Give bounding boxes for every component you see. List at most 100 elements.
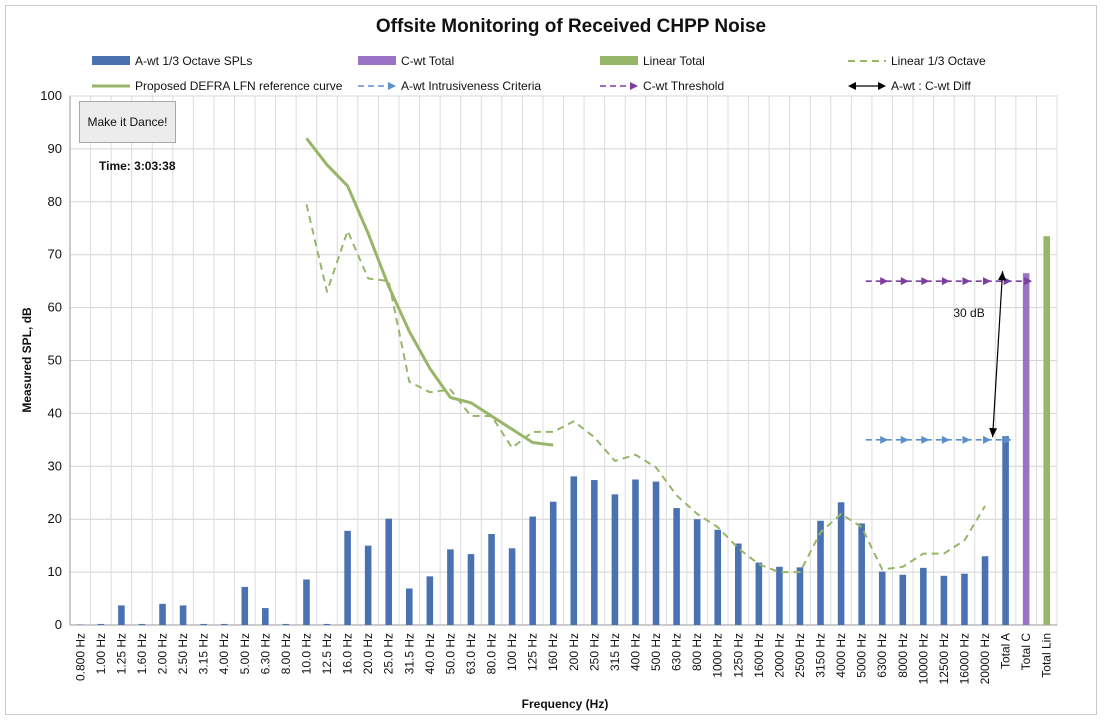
c-wt-threshold-marker	[900, 277, 909, 286]
y-tick-label: 60	[48, 300, 62, 315]
a-wt-1-3-octave-spls-bar	[961, 573, 968, 625]
legend-swatch	[92, 56, 130, 65]
x-tick-label: 1000 Hz	[711, 633, 725, 678]
legend-marker	[388, 82, 396, 90]
x-tick-label: 12500 Hz	[937, 633, 951, 684]
a-wt-1-3-octave-spls-bar	[241, 586, 249, 625]
x-tick-label: 4000 Hz	[834, 633, 848, 678]
a-wt-1-3-octave-spls-bar	[447, 549, 454, 625]
legend-label: Proposed DEFRA LFN reference curve	[135, 79, 343, 93]
a-wt-intrusiveness-criteria-marker	[1003, 435, 1012, 444]
a-wt-1-3-octave-spls-bar	[405, 588, 413, 625]
a-wt-1-3-octave-spls-bar	[467, 554, 475, 625]
linear-1-3-octave-line	[305, 204, 986, 574]
x-tick-label: 1250 Hz	[731, 633, 745, 678]
x-tick-label: 20.0 Hz	[361, 633, 375, 674]
x-tick-label: 8.00 Hz	[279, 633, 293, 674]
x-tick-label: 80.0 Hz	[485, 633, 499, 674]
annotation-label: 30 dB	[953, 306, 984, 320]
legend-marker	[878, 82, 886, 90]
a-wt-1-3-octave-spls-bar	[940, 575, 948, 625]
make-it-dance-button[interactable]: Make it Dance!	[79, 101, 176, 143]
a-wt-1-3-octave-spls-bar	[159, 603, 166, 625]
x-tick-label: Total C	[1019, 633, 1033, 671]
a-wt-1-3-octave-spls-bar	[385, 518, 393, 625]
legend-label: C-wt Threshold	[643, 79, 724, 93]
a-wt-1-3-octave-spls-bar	[97, 623, 105, 625]
c-wt-threshold-marker	[983, 277, 992, 286]
x-tick-label: 20000 Hz	[978, 633, 992, 684]
x-tick-label: 160 Hz	[546, 633, 560, 671]
legend-label: A-wt 1/3 Octave SPLs	[135, 54, 252, 68]
x-tick-label: 1.00 Hz	[94, 633, 108, 674]
legend-swatch	[600, 56, 638, 65]
x-tick-label: 40.0 Hz	[423, 633, 437, 674]
a-wt-1-3-octave-spls-bar	[426, 576, 434, 625]
a-wt-1-3-octave-spls-bar	[858, 523, 865, 625]
diff-arrow-line	[991, 271, 1004, 438]
x-tick-label: 6.30 Hz	[258, 633, 272, 674]
x-tick-label: 2000 Hz	[772, 633, 786, 678]
a-wt-1-3-octave-spls-bar	[981, 556, 989, 625]
a-wt-intrusiveness-criteria-marker	[921, 435, 930, 444]
x-tick-label: 25.0 Hz	[382, 633, 396, 674]
c-wt-threshold-marker	[1024, 277, 1033, 286]
a-wt-1-3-octave-spls-bar	[570, 476, 578, 625]
legend-item-a-wt-1-3-octave-spls: A-wt 1/3 Octave SPLs	[92, 54, 252, 68]
a-wt-1-3-octave-spls-bar	[776, 566, 783, 625]
a-wt-1-3-octave-spls-bar	[323, 623, 331, 625]
y-tick-label: 80	[48, 194, 62, 209]
a-wt-1-3-octave-spls-bar	[344, 530, 351, 625]
a-wt-1-3-octave-spls-bar	[138, 623, 146, 625]
a-wt-1-3-octave-spls-bar	[734, 543, 742, 625]
legend-label: Linear 1/3 Octave	[891, 54, 986, 68]
a-wt-1-3-octave-spls-bar	[755, 562, 763, 625]
x-tick-label: 2500 Hz	[793, 633, 807, 678]
legend-item-c-wt-threshold: C-wt Threshold	[600, 79, 724, 93]
x-tick-label: 0.800 Hz	[73, 633, 87, 681]
x-tick-label: 10.0 Hz	[299, 633, 313, 674]
x-tick-label: 400 Hz	[628, 633, 642, 671]
y-tick-label: 0	[55, 617, 62, 632]
plot-area: 30 dB	[76, 137, 1051, 625]
a-wt-1-3-octave-spls-bar	[508, 548, 516, 625]
x-tick-label: 1.25 Hz	[114, 633, 128, 674]
a-wt-1-3-octave-spls-bar	[714, 529, 722, 625]
y-axis: 0 10 20 30 40 50 60 70 80 90 100	[40, 88, 62, 632]
x-tick-label: 1600 Hz	[752, 633, 766, 678]
diff-arrow-head-bottom	[989, 427, 998, 438]
x-tick-label: 500 Hz	[649, 633, 663, 671]
x-tick-label: 6300 Hz	[875, 633, 889, 678]
x-axis-label: Frequency (Hz)	[522, 697, 609, 711]
legend-item-a-wt-intrusiveness-criteria: A-wt Intrusiveness Criteria	[358, 79, 541, 93]
legend-item-linear-1-3-octave: Linear 1/3 Octave	[848, 54, 986, 68]
legend-swatch	[358, 56, 396, 65]
x-tick-label: 1.60 Hz	[135, 633, 149, 674]
legend-marker	[848, 82, 856, 90]
x-tick-label: 50.0 Hz	[443, 633, 457, 674]
legend-label: C-wt Total	[401, 54, 454, 68]
linear-total-bar	[1043, 236, 1051, 625]
x-tick-label: 2.50 Hz	[176, 633, 190, 674]
x-tick-label: 5000 Hz	[855, 633, 869, 678]
a-wt-1-3-octave-spls-bar	[529, 516, 536, 625]
x-tick-label: 5.00 Hz	[238, 633, 252, 674]
x-tick-label: 250 Hz	[587, 633, 601, 671]
y-tick-label: 90	[48, 141, 62, 156]
legend-marker	[630, 82, 638, 90]
a-wt-intrusiveness-criteria-marker	[941, 435, 950, 444]
a-wt-1-3-octave-spls-bar	[303, 579, 310, 625]
a-wt-1-3-octave-spls-bar	[796, 567, 804, 625]
x-tick-label: 100 Hz	[505, 633, 519, 671]
x-tick-label: 8000 Hz	[896, 633, 910, 678]
x-tick-label: 125 Hz	[526, 633, 540, 671]
a-wt-1-3-octave-spls-bar	[673, 508, 680, 625]
gridlines	[69, 95, 1058, 626]
x-tick-label: 31.5 Hz	[402, 633, 416, 674]
c-wt-threshold-marker	[1003, 277, 1012, 286]
time-value: 3:03:38	[134, 159, 176, 173]
a-wt-1-3-octave-spls-bar	[200, 623, 207, 625]
a-wt-1-3-octave-spls-bar	[899, 574, 907, 625]
x-tick-label: 3150 Hz	[814, 633, 828, 678]
time-readout: Time: 3:03:38	[99, 159, 176, 173]
